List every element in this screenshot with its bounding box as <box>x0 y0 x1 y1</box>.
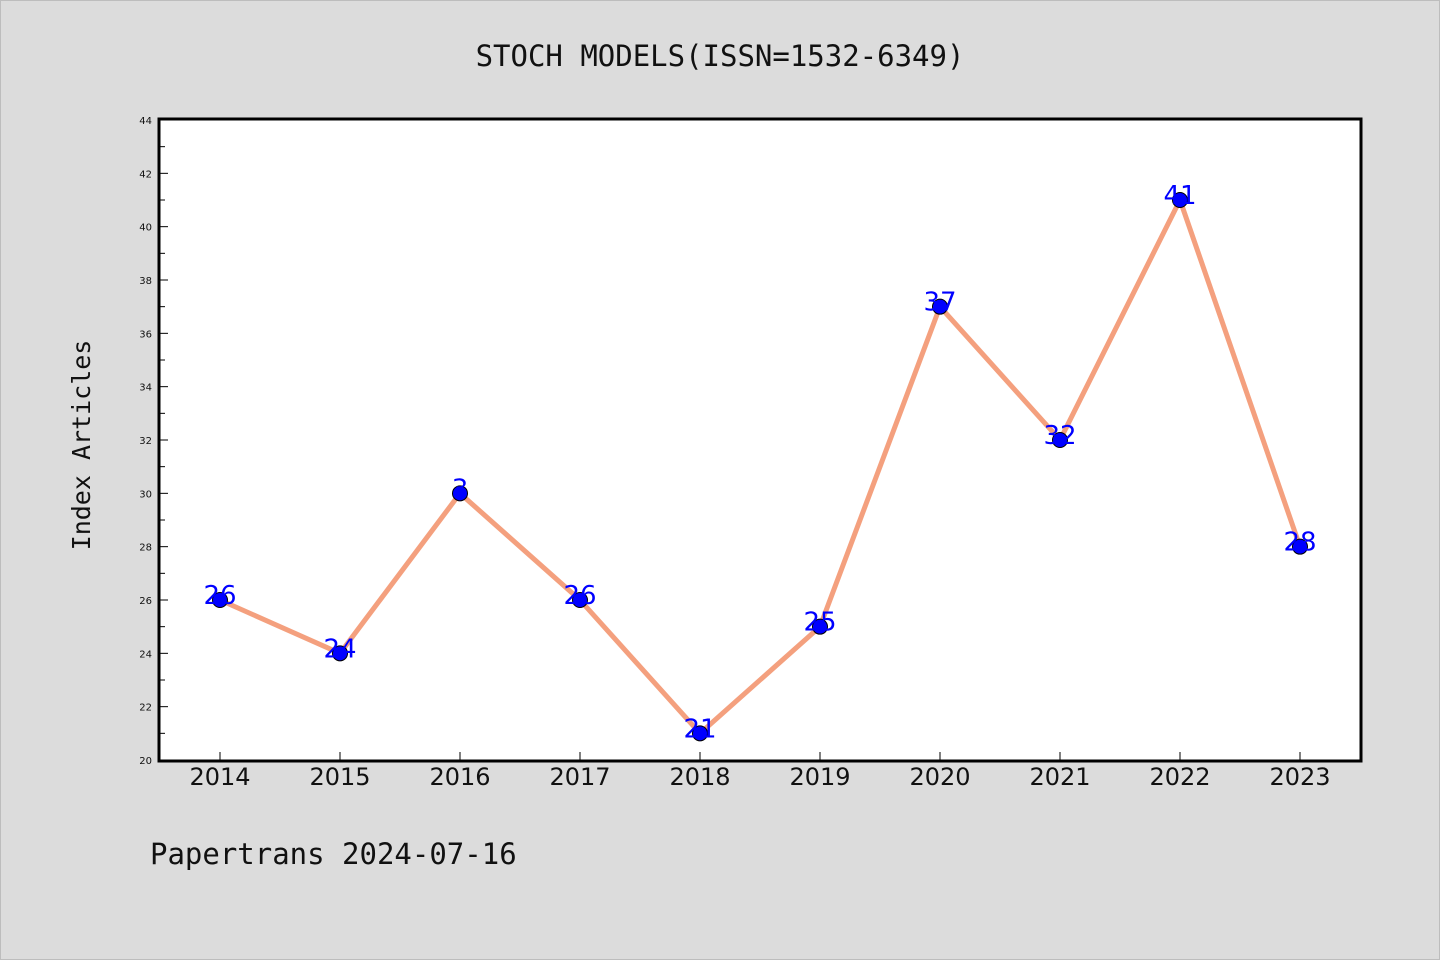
data-point <box>812 618 828 635</box>
y-tick-label: 36 <box>139 329 152 340</box>
y-tick-label: 30 <box>139 489 152 500</box>
data-label: 41 <box>1163 181 1196 211</box>
data-point <box>212 592 228 608</box>
data-point <box>1172 192 1188 208</box>
y-tick-label: 24 <box>139 649 152 660</box>
series-line <box>218 197 1303 736</box>
chart-title: STOCH MODELS(ISSN=1532-6349) <box>476 39 965 73</box>
y-tick-label: 32 <box>139 436 152 447</box>
data-label: 3 <box>452 474 469 504</box>
x-tick-label: 2018 <box>669 763 730 791</box>
x-tick-label: 2020 <box>909 763 970 791</box>
y-tick-label: 26 <box>139 596 152 607</box>
data-point <box>572 592 588 608</box>
x-tick-label: 2015 <box>309 763 370 791</box>
y-tick-label: 44 <box>139 116 152 127</box>
y-axis: 20 22 24 26 28 30 32 34 36 38 40 42 44 <box>139 116 168 767</box>
data-point <box>692 725 708 742</box>
data-labels: 26 24 3 26 21 25 37 32 41 28 <box>203 181 1316 744</box>
x-tick-label: 2017 <box>549 763 610 791</box>
y-tick-label: 40 <box>139 223 152 234</box>
y-tick-label: 34 <box>139 383 152 394</box>
data-point <box>1052 432 1068 448</box>
data-point <box>932 298 948 315</box>
data-label: 21 <box>683 714 716 744</box>
y-tick-label: 38 <box>139 276 152 287</box>
x-tick-label: 2022 <box>1149 763 1210 791</box>
series-index-articles <box>212 192 1308 742</box>
data-label: 25 <box>803 608 836 638</box>
x-tick-label: 2019 <box>789 763 850 791</box>
data-label: 37 <box>923 288 956 318</box>
y-tick-label: 20 <box>139 756 152 767</box>
data-label: 26 <box>203 581 236 611</box>
plot-area <box>157 117 1363 763</box>
y-tick-label: 28 <box>139 543 152 554</box>
x-tick-label: 2021 <box>1029 763 1090 791</box>
data-label: 26 <box>563 581 596 611</box>
x-tick-label: 2016 <box>429 763 490 791</box>
x-tick-label: 2014 <box>189 763 250 791</box>
data-point <box>332 645 348 662</box>
data-label: 32 <box>1043 421 1076 451</box>
data-point <box>1292 538 1308 555</box>
y-tick-label: 22 <box>139 703 152 714</box>
data-label: 24 <box>323 634 356 664</box>
y-axis-label: Index Articles <box>67 340 96 551</box>
data-point <box>452 485 468 502</box>
footer-credit: Papertrans 2024-07-16 <box>150 837 517 871</box>
data-label: 28 <box>1283 528 1316 558</box>
x-axis: 2014 2015 2016 2017 2018 2019 2020 2021 2022 2023 <box>189 752 1331 791</box>
y-tick-label: 42 <box>139 169 152 180</box>
x-tick-label: 2023 <box>1269 763 1330 791</box>
